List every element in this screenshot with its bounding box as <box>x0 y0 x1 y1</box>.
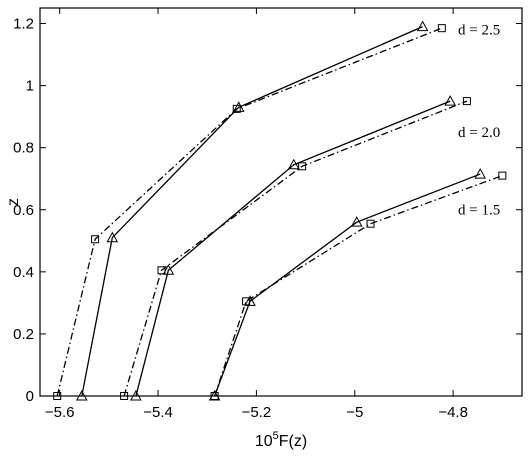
square-marker <box>298 162 307 171</box>
series-line <box>81 26 423 397</box>
triangle-marker <box>416 20 429 32</box>
triangle-marker <box>474 168 487 179</box>
y-axis-label: z <box>5 198 22 206</box>
axis-ticks: −5.6 −5.4 −5.2 −5 −4.8 0 0.2 0.4 0.6 0.8 1 1.2 <box>13 8 522 421</box>
square-marker <box>366 219 375 228</box>
y-tick-label: 0.2 <box>13 326 34 343</box>
series-line <box>56 27 443 397</box>
series-label: d = 2.5 <box>458 22 500 38</box>
x-tick-label: −4.8 <box>438 404 468 421</box>
square-marker <box>91 235 100 244</box>
triangle-marker <box>350 216 363 227</box>
x-axis-label-base: 10 <box>255 433 273 450</box>
series-label: d = 2.0 <box>458 125 500 141</box>
y-tick-label: 1 <box>26 78 34 95</box>
series-line <box>213 173 481 397</box>
square-marker <box>242 297 251 306</box>
series-line <box>213 175 503 397</box>
y-tick-label: 0 <box>26 388 34 405</box>
triangle-marker <box>106 231 119 243</box>
y-tick-label: 0.6 <box>13 202 34 219</box>
square-marker <box>437 24 446 33</box>
square-marker <box>157 266 166 275</box>
triangle-marker <box>162 264 175 275</box>
x-tick-label: −5.6 <box>45 404 75 421</box>
y-tick-label: 1.2 <box>13 16 34 33</box>
x-tick-label: −5.2 <box>242 404 272 421</box>
square-marker <box>462 97 471 106</box>
x-axis-label-rest: F(z) <box>279 433 307 450</box>
series-line <box>135 100 451 397</box>
triangle-marker <box>287 158 300 170</box>
square-marker <box>232 104 241 113</box>
x-tick-label: −5 <box>346 404 363 421</box>
x-tick-label: −5.4 <box>143 404 173 421</box>
square-marker <box>498 171 507 180</box>
y-tick-label: 0.8 <box>13 140 34 157</box>
x-axis-label-sup: 5 <box>273 430 279 442</box>
series-label: d = 1.5 <box>458 202 500 218</box>
plot-frame <box>39 7 523 397</box>
series-line <box>123 100 468 397</box>
x-axis-label: 105F(z) <box>255 430 307 450</box>
y-tick-label: 0.4 <box>13 264 34 281</box>
triangle-marker <box>444 95 457 106</box>
